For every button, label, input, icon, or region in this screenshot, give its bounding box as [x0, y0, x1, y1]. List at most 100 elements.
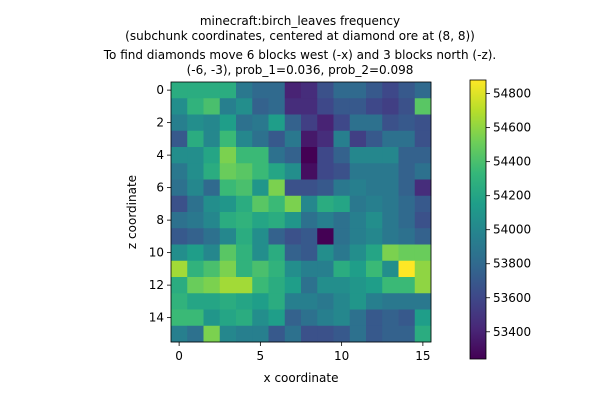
- title-line-3: To find diamonds move 6 blocks west (-x)…: [103, 48, 497, 62]
- heatmap-cell: [366, 195, 383, 213]
- heatmap-cell: [252, 309, 269, 327]
- heatmap-cell: [219, 82, 237, 99]
- heatmap-cell: [171, 277, 188, 294]
- heatmap-cell: [414, 309, 432, 327]
- heatmap-cell: [171, 179, 188, 197]
- heatmap-cell: [349, 325, 367, 343]
- heatmap-cell: [333, 130, 351, 148]
- heatmap-cell: [398, 130, 416, 148]
- heatmap-cell: [284, 147, 302, 164]
- heatmap-cell: [317, 325, 334, 343]
- y-tick-label: 12: [149, 278, 164, 292]
- heatmap-cell: [219, 212, 237, 229]
- heatmap-cell: [414, 325, 432, 343]
- colorbar: [469, 79, 487, 360]
- heatmap-cell: [171, 244, 188, 262]
- heatmap-cell: [317, 212, 334, 229]
- heatmap-cell: [398, 212, 416, 229]
- heatmap-cell: [333, 98, 351, 115]
- heatmap-cell: [203, 212, 221, 229]
- heatmap-cell: [268, 293, 286, 310]
- heatmap-cell: [398, 277, 416, 294]
- heatmap-cell: [333, 163, 351, 180]
- heatmap-cell: [366, 277, 383, 294]
- y-tick-label: 6: [156, 181, 164, 195]
- heatmap-cell: [317, 114, 334, 132]
- heatmap-cell: [382, 82, 399, 99]
- heatmap-cell: [317, 293, 334, 310]
- heatmap-cell: [301, 179, 318, 197]
- heatmap-cell: [236, 277, 253, 294]
- heatmap-cell: [268, 325, 286, 343]
- heatmap-cell: [268, 163, 286, 180]
- heatmap-cell: [171, 130, 188, 148]
- heatmap-cell: [284, 293, 302, 310]
- heatmap-cell: [284, 244, 302, 262]
- heatmap-cell: [301, 195, 318, 213]
- x-tick-label: 5: [257, 349, 265, 363]
- heatmap-cell: [414, 260, 432, 278]
- heatmap-cell: [171, 212, 188, 229]
- heatmap-cell: [349, 244, 367, 262]
- heatmap-cell: [301, 163, 318, 180]
- heatmap-cell: [284, 98, 302, 115]
- heatmap-cell: [203, 325, 221, 343]
- heatmap-cell: [203, 82, 221, 99]
- heatmap-cell: [366, 244, 383, 262]
- title-line-4: (-6, -3), prob_1=0.036, prob_2=0.098: [187, 63, 414, 77]
- heatmap-cell: [187, 98, 204, 115]
- heatmap-cell: [219, 114, 237, 132]
- heatmap-cell: [398, 244, 416, 262]
- heatmap-cell: [203, 293, 221, 310]
- heatmap-cell: [398, 260, 416, 278]
- heatmap-cell: [252, 82, 269, 99]
- colorbar-tick-label: 53600: [493, 291, 531, 305]
- heatmap-cells: [171, 82, 432, 343]
- heatmap-cell: [317, 195, 334, 213]
- heatmap-cell: [219, 163, 237, 180]
- heatmap-cell: [171, 228, 188, 245]
- colorbar-axis: 53400 53600 53800 54000 54200 54400 54600 54800: [486, 87, 531, 339]
- heatmap-cell: [284, 82, 302, 99]
- x-tick-label: 0: [175, 349, 183, 363]
- heatmap-cell: [382, 163, 399, 180]
- heatmap-cell: [414, 228, 432, 245]
- heatmap-cell: [349, 260, 367, 278]
- heatmap-cell: [284, 277, 302, 294]
- heatmap-cell: [366, 130, 383, 148]
- heatmap-cell: [236, 195, 253, 213]
- heatmap-cell: [236, 244, 253, 262]
- heatmap-cell: [252, 114, 269, 132]
- heatmap-cell: [219, 277, 237, 294]
- heatmap-cell: [317, 277, 334, 294]
- heatmap-cell: [317, 147, 334, 164]
- heatmap-cell: [382, 98, 399, 115]
- x-axis-label: x coordinate: [264, 371, 339, 385]
- heatmap-cell: [301, 82, 318, 99]
- heatmap-cell: [252, 260, 269, 278]
- heatmap-cell: [349, 82, 367, 99]
- heatmap-cell: [382, 228, 399, 245]
- chart-title: minecraft:birch_leaves frequency (subchu…: [103, 14, 497, 77]
- heatmap-cell: [414, 98, 432, 115]
- heatmap-cell: [268, 130, 286, 148]
- heatmap-cell: [187, 147, 204, 164]
- heatmap-cell: [268, 244, 286, 262]
- heatmap-cell: [284, 114, 302, 132]
- heatmap-cell: [236, 179, 253, 197]
- heatmap-cell: [301, 130, 318, 148]
- heatmap-cell: [349, 179, 367, 197]
- heatmap-cell: [414, 114, 432, 132]
- heatmap-cell: [317, 309, 334, 327]
- heatmap-cell: [366, 163, 383, 180]
- heatmap-cell: [349, 147, 367, 164]
- heatmap-cell: [333, 114, 351, 132]
- heatmap-cell: [187, 277, 204, 294]
- heatmap-cell: [187, 212, 204, 229]
- heatmap-cell: [366, 325, 383, 343]
- y-axis-label: z coordinate: [125, 175, 139, 249]
- heatmap-cell: [366, 98, 383, 115]
- heatmap-cell: [414, 163, 432, 180]
- heatmap-cell: [366, 147, 383, 164]
- heatmap-cell: [187, 228, 204, 245]
